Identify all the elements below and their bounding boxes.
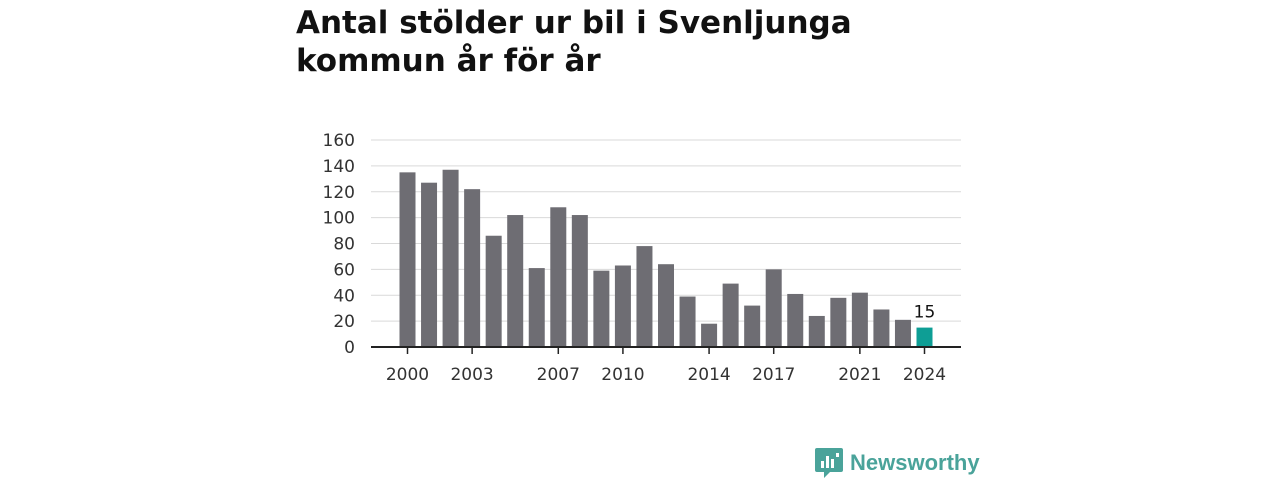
bar [507,215,524,347]
x-tick-label: 2017 [752,365,795,385]
bar [614,265,631,347]
bars [399,169,933,347]
bar [421,182,438,347]
bar [679,296,696,347]
y-tick-label: 160 [323,131,355,151]
x-tick-label: 2010 [601,365,644,385]
bar [571,215,588,347]
x-tick-label: 2003 [450,365,493,385]
bar [873,309,890,347]
bar [550,207,567,347]
value-label: 15 [914,303,936,323]
bar [744,305,761,347]
bar [722,283,739,347]
x-tick-label: 2007 [537,365,580,385]
brand-logo: Newsworthy [814,446,980,480]
annotations: 15 [914,303,936,323]
bar [442,169,459,347]
x-tick-label: 2024 [903,365,946,385]
bar [636,246,653,347]
y-tick-label: 20 [333,312,355,332]
bar [916,327,933,347]
bar [830,297,847,347]
y-tick-label: 0 [344,338,355,358]
y-tick-label: 140 [323,157,355,177]
y-tick-label: 60 [333,260,355,280]
x-axis: 2000 2003 2007 2010 2014 2017 2021 2024 [371,346,961,385]
brand-name: Newsworthy [850,450,980,475]
chart-title: Antal stölder ur bil i Svenljunga kommun… [296,5,852,79]
x-tick-label: 2021 [838,365,881,385]
bar [399,172,416,347]
x-tick-label: 2014 [687,365,730,385]
y-tick-label: 40 [333,286,355,306]
bar [894,319,911,347]
y-tick-label: 80 [333,235,355,255]
y-tick-label: 120 [323,183,355,203]
bar [593,270,610,347]
x-tick-label: 2000 [386,365,429,385]
bar-chart-speech-icon [815,448,843,478]
bar [464,189,481,347]
bar [701,323,718,347]
bar [787,293,804,347]
bar [658,264,674,347]
y-axis: 0 20 40 60 80 100 120 140 160 [323,131,355,358]
bar [765,269,782,347]
bar [808,315,825,347]
bar [528,268,545,347]
bar [851,292,868,347]
y-tick-label: 100 [323,209,355,229]
bar [485,235,502,347]
